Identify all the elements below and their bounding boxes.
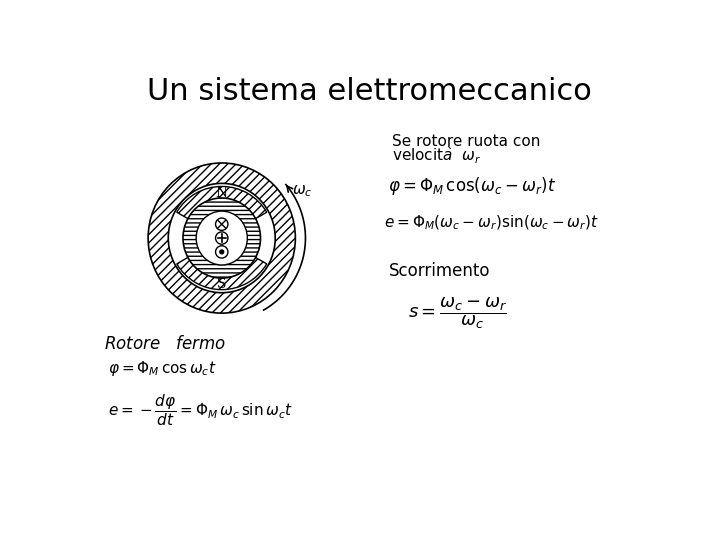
Text: Se rotore ruota con: Se rotore ruota con	[392, 134, 541, 149]
Ellipse shape	[148, 163, 295, 313]
Text: $e = -\dfrac{d\varphi}{dt} = \Phi_M\,\omega_c\,\sin\omega_c t$: $e = -\dfrac{d\varphi}{dt} = \Phi_M\,\om…	[108, 392, 293, 428]
Ellipse shape	[183, 198, 261, 278]
Text: $\mathit{Rotore}$   $\mathit{fermo}$: $\mathit{Rotore}$ $\mathit{fermo}$	[104, 335, 226, 353]
Circle shape	[215, 218, 228, 231]
Circle shape	[220, 250, 224, 254]
Wedge shape	[177, 186, 266, 219]
Circle shape	[215, 246, 228, 258]
Text: $s = \dfrac{\omega_c - \omega_r}{\omega_c}$: $s = \dfrac{\omega_c - \omega_r}{\omega_…	[408, 296, 507, 332]
Text: N: N	[216, 186, 228, 200]
Text: Un sistema elettromeccanico: Un sistema elettromeccanico	[147, 77, 591, 106]
Ellipse shape	[196, 211, 248, 265]
Circle shape	[215, 232, 228, 244]
Ellipse shape	[168, 184, 275, 293]
Text: $\varphi = \Phi_M\,\cos\omega_c t$: $\varphi = \Phi_M\,\cos\omega_c t$	[108, 360, 217, 379]
Text: velocit$\grave{a}$  $\it{\omega}_r$: velocit$\grave{a}$ $\it{\omega}_r$	[392, 145, 482, 166]
Wedge shape	[177, 257, 266, 289]
Text: $\varphi = \Phi_M\,\cos(\omega_c - \omega_r)t$: $\varphi = \Phi_M\,\cos(\omega_c - \omeg…	[388, 176, 557, 198]
Text: Scorrimento: Scorrimento	[388, 262, 490, 280]
Text: S: S	[217, 277, 227, 291]
Text: $\omega_c$: $\omega_c$	[292, 183, 312, 199]
Text: $e = \Phi_M(\omega_c - \omega_r)\sin(\omega_c - \omega_r)t$: $e = \Phi_M(\omega_c - \omega_r)\sin(\om…	[384, 213, 599, 232]
